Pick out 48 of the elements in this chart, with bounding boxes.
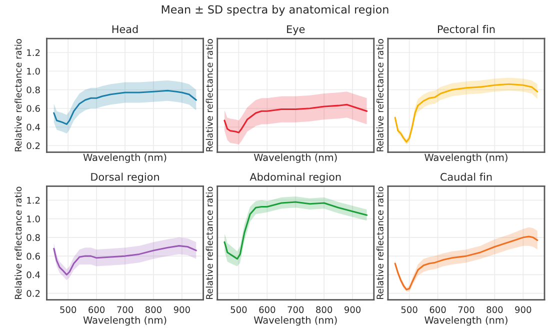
x-axis-title: Wavelength (nm)	[424, 154, 508, 163]
x-tick-label: 700	[458, 306, 474, 314]
x-tick-label: 900	[174, 306, 190, 314]
x-axis-title: Wavelength (nm)	[254, 154, 337, 163]
x-tick-label: 600	[430, 306, 446, 314]
y-axis-title: Relative reflectance ratio	[376, 39, 384, 152]
y-tick-label: 0.4	[26, 271, 40, 278]
x-tick-label: 600	[259, 306, 276, 314]
y-tick-label: 0.2	[26, 290, 40, 297]
x-tick-label: 800	[145, 306, 162, 314]
x-tick-label: 500	[60, 306, 76, 314]
chart-title: Caudal fin	[440, 172, 492, 181]
x-tick-label: 600	[88, 306, 105, 314]
x-axis-title: Wavelength (nm)	[83, 316, 166, 326]
chart-title: Pectoral fin	[438, 25, 495, 34]
y-tick-label: 0.4	[26, 124, 40, 131]
x-tick-label: 700	[288, 306, 304, 314]
y-tick-label: 1.0	[27, 216, 40, 222]
x-tick-label: 800	[316, 306, 332, 314]
chart-title: Eye	[287, 25, 305, 36]
x-tick-label: 500	[401, 306, 418, 314]
y-tick-label: 0.2	[26, 142, 40, 150]
line-series	[53, 90, 197, 125]
y-axis-title: Relative reflectance ratio	[376, 186, 384, 299]
line-series	[53, 245, 197, 276]
y-tick-label: 0.6	[26, 105, 40, 112]
chart-title: Abdominal region	[250, 172, 341, 183]
y-tick-label: 0.8	[26, 86, 40, 94]
y-tick-label: 1.2	[27, 196, 40, 204]
x-axis-title: Wavelength (nm)	[254, 316, 337, 326]
y-tick-label: 0.6	[26, 252, 40, 260]
x-axis-title: Wavelength (nm)	[83, 154, 166, 163]
x-tick-label: 900	[344, 306, 361, 314]
x-tick-label: 900	[515, 306, 532, 314]
chart-title: Dorsal region	[91, 172, 159, 183]
text: Mean ± SD spectra by anatomical region	[162, 5, 388, 16]
y-tick-label: 1.2	[27, 49, 40, 56]
y-axis-title: Relative reflectance ratio	[14, 186, 22, 299]
x-tick-label: 700	[117, 306, 134, 314]
y-axis-title: Relative reflectance ratio	[14, 39, 22, 152]
y-tick-label: 0.8	[26, 234, 40, 241]
y-tick-label: 1.0	[27, 68, 40, 75]
x-tick-label: 800	[486, 306, 503, 314]
chart-title: Head	[112, 25, 138, 34]
y-axis-title: Relative reflectance ratio	[206, 186, 213, 299]
x-axis-title: Wavelength (nm)	[424, 316, 508, 326]
y-axis-title: Relative reflectance ratio	[206, 39, 213, 152]
x-tick-label: 500	[230, 306, 247, 314]
